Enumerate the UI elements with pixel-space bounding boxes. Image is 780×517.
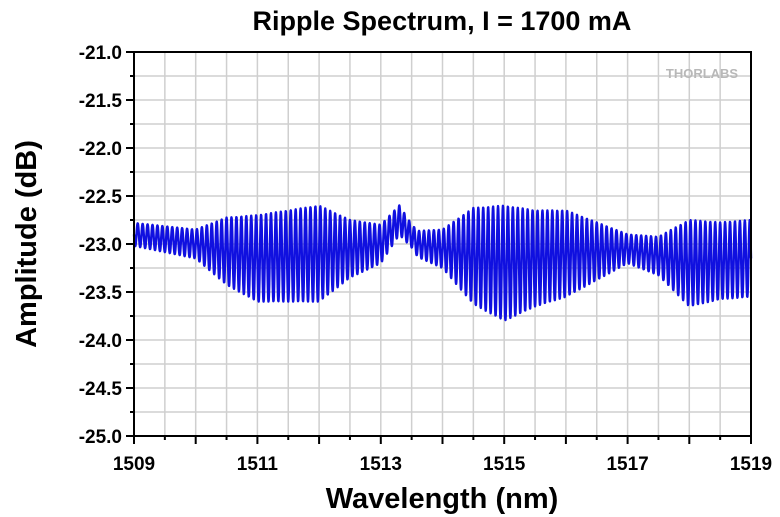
series-line bbox=[132, 204, 753, 322]
x-tick-label: 1511 bbox=[237, 454, 279, 475]
chart-title: Ripple Spectrum, I = 1700 mA bbox=[253, 6, 632, 36]
y-tick-label: -25.0 bbox=[79, 427, 122, 448]
y-tick-label: -24.5 bbox=[79, 379, 123, 400]
y-tick-label: -21.5 bbox=[79, 91, 123, 112]
x-tick-label: 1519 bbox=[730, 454, 772, 475]
x-axis-label: Wavelength (nm) bbox=[326, 483, 559, 515]
x-tick-label: 1517 bbox=[606, 454, 648, 475]
y-tick-label: -21.0 bbox=[79, 43, 122, 64]
tick-labels: 1509 1511 1513 1515 1517 1519 -21.0 -21.5 -22.0 -… bbox=[79, 43, 772, 475]
x-tick-label: 1513 bbox=[360, 454, 402, 475]
x-tick-label: 1515 bbox=[483, 454, 526, 475]
axis-ticks bbox=[126, 51, 752, 444]
y-axis-label: Amplitude (dB) bbox=[11, 140, 43, 348]
watermark-logo: THORLABS bbox=[666, 66, 739, 81]
x-tick-label: 1509 bbox=[113, 454, 155, 475]
y-tick-label: -23.5 bbox=[79, 283, 123, 304]
y-tick-label: -23.0 bbox=[79, 235, 122, 256]
y-tick-label: -24.0 bbox=[79, 331, 122, 352]
series-group bbox=[132, 204, 753, 322]
y-tick-label: -22.5 bbox=[79, 187, 123, 208]
y-tick-label: -22.0 bbox=[79, 139, 122, 160]
